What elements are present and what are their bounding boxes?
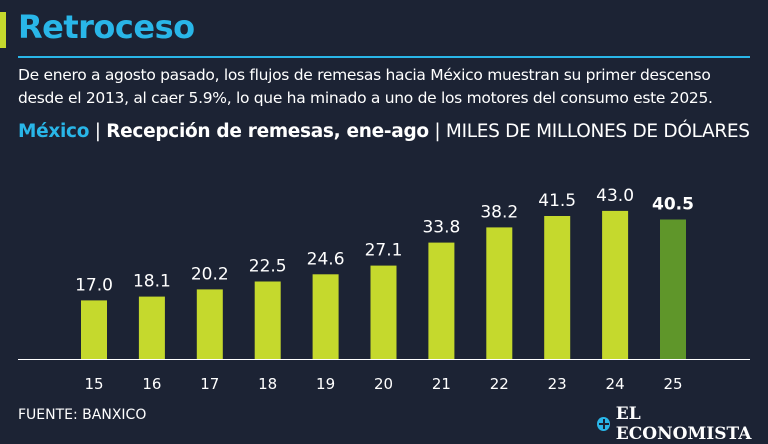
chart-heading-measure: Recepción de remesas, ene-ago: [106, 121, 429, 142]
title-accent-bar: [0, 12, 6, 48]
x-tick-label: 23: [548, 375, 567, 393]
bar-16: [138, 296, 165, 359]
x-tick-label: 19: [316, 375, 335, 393]
x-tick-label: 17: [200, 375, 219, 393]
bar-value-label: 20.2: [191, 264, 229, 284]
x-tick-label: 22: [490, 375, 509, 393]
bar-17: [196, 289, 223, 359]
bar-21: [428, 242, 455, 359]
bar-value-label: 24.6: [307, 249, 345, 269]
bar-22: [486, 227, 513, 359]
bar-24: [602, 210, 629, 359]
x-tick-label: 21: [432, 375, 451, 393]
bar-value-label: 18.1: [133, 272, 171, 292]
chart-heading-separator: |: [434, 121, 441, 142]
chart-heading-country: México: [18, 121, 90, 142]
page-title: Retroceso: [18, 8, 195, 46]
chart-heading-units: MILES DE MILLONES DE DÓLARES: [445, 121, 750, 142]
bar-value-label: 41.5: [538, 191, 576, 211]
globe-icon: [597, 417, 610, 431]
bar-25: [660, 219, 686, 359]
x-tick-label: 18: [258, 375, 277, 393]
x-tick-label: 16: [142, 375, 161, 393]
x-tick-label: 24: [606, 375, 625, 393]
bar-18: [254, 281, 281, 359]
x-tick-label: 20: [374, 375, 393, 393]
bar-19: [312, 274, 339, 359]
bar-value-label: 17.0: [75, 275, 113, 295]
bar-value-label: 33.8: [422, 218, 460, 238]
x-tick-label: 15: [84, 375, 103, 393]
bar-15: [81, 300, 107, 359]
source-note: FUENTE: BANXICO: [18, 407, 147, 423]
title-divider: [18, 56, 750, 58]
subtitle: De enero a agosto pasado, los flujos de …: [18, 66, 713, 107]
brand-name: EL ECONOMISTA: [615, 404, 752, 444]
bar-value-label: 38.2: [480, 202, 518, 222]
chart-heading: México | Recepción de remesas, ene-ago |…: [18, 118, 758, 146]
chart-heading-separator: |: [94, 121, 101, 142]
bar-value-label: 43.0: [596, 186, 634, 206]
bar-value-label: 27.1: [365, 241, 403, 261]
x-tick-label: 25: [663, 375, 682, 393]
bar-value-label: 22.5: [249, 257, 287, 277]
bar-value-label: 40.5: [652, 195, 694, 215]
bar-20: [370, 265, 397, 359]
bar-23: [544, 216, 571, 359]
brand-logo: EL ECONOMISTA: [597, 404, 768, 444]
